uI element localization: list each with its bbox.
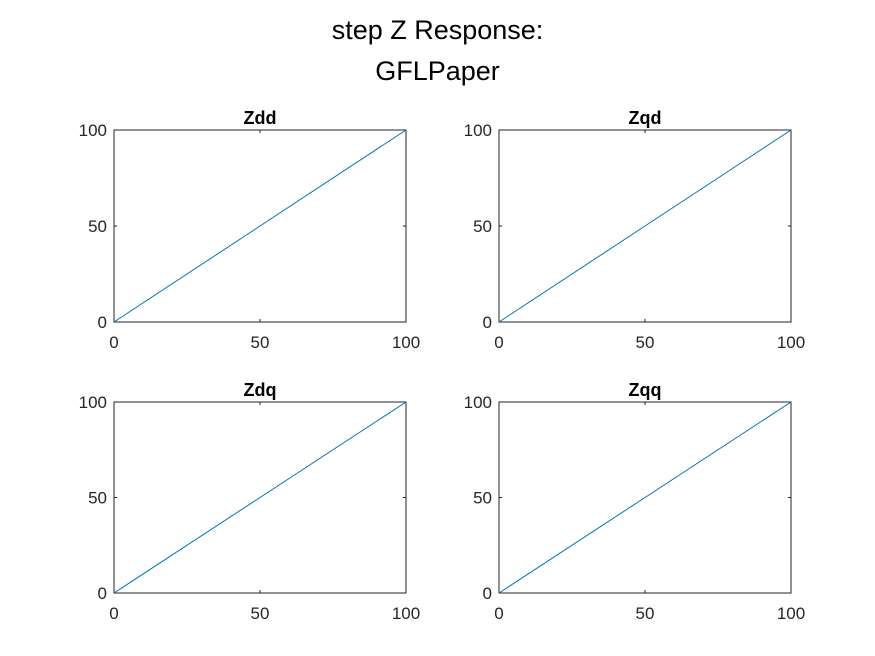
y-tick-label-zqd: 100 [464, 121, 492, 140]
series-line-zdd [113, 129, 407, 323]
y-tick-label-zdd: 100 [79, 121, 107, 140]
y-tick-label-zqd: 50 [473, 217, 492, 236]
y-tick-label-zdd: 0 [98, 313, 107, 332]
y-tick-label-zdq: 100 [79, 393, 107, 412]
subplot-title-zdq: Zdq [244, 380, 277, 400]
x-tick-label-zqd: 0 [494, 333, 503, 352]
subplot-zqq: 0 50 100 0 50 100 Zqq [464, 380, 806, 623]
x-tick-label-zdd: 50 [251, 333, 270, 352]
subplot-title-zqd: Zqd [629, 108, 662, 128]
subplot-zqd: 0 50 100 0 50 100 Zqd [464, 108, 806, 352]
x-tick-label-zqq: 0 [494, 604, 503, 623]
y-tick-label-zqq: 0 [483, 584, 492, 603]
x-tick-label-zdd: 100 [392, 333, 420, 352]
x-tick-label-zdq: 0 [109, 604, 118, 623]
x-tick-label-zqd: 50 [636, 333, 655, 352]
x-tick-label-zdq: 100 [392, 604, 420, 623]
subplot-zdq: 0 50 100 0 50 100 Zdq [79, 380, 421, 623]
subplot-zdd: 0 50 100 0 50 100 Zdd [79, 108, 421, 352]
y-tick-label-zdq: 50 [88, 489, 107, 508]
y-tick-label-zqd: 0 [483, 313, 492, 332]
y-tick-label-zdd: 50 [88, 217, 107, 236]
series-line-zqq [498, 401, 792, 594]
x-tick-label-zqd: 100 [777, 333, 805, 352]
x-tick-label-zdq: 50 [251, 604, 270, 623]
x-tick-label-zqq: 50 [636, 604, 655, 623]
subplot-title-zqq: Zqq [629, 380, 662, 400]
series-line-zqd [498, 129, 792, 323]
x-tick-label-zqq: 100 [777, 604, 805, 623]
y-tick-label-zdq: 0 [98, 584, 107, 603]
y-tick-label-zqq: 50 [473, 489, 492, 508]
figure-title-line-2: GFLPaper [375, 56, 500, 86]
y-tick-label-zqq: 100 [464, 393, 492, 412]
figure-title-line-1: step Z Response: [331, 15, 544, 45]
series-line-zdq [113, 401, 407, 594]
subplot-title-zdd: Zdd [244, 108, 277, 128]
x-tick-label-zdd: 0 [109, 333, 118, 352]
